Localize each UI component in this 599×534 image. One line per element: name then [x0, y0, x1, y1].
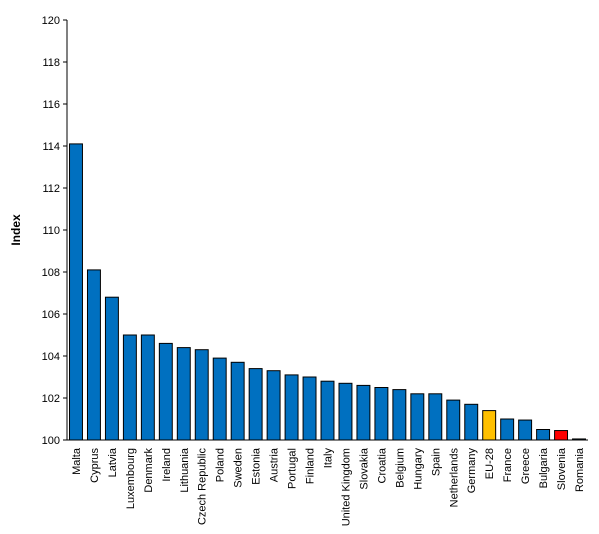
bar-netherlands	[446, 399, 461, 441]
bar-malta	[69, 143, 83, 441]
x-tick-label: Spain	[430, 448, 442, 476]
bar-estonia	[248, 368, 263, 441]
bar-france	[500, 418, 515, 441]
bar-finland	[302, 376, 317, 441]
x-tick-label: Romania	[574, 447, 586, 492]
bar-slovakia	[356, 384, 371, 441]
y-axis-title: Index	[9, 214, 23, 246]
y-tick-label: 114	[42, 141, 60, 153]
y-tick-label: 112	[42, 183, 60, 195]
bar-poland	[212, 357, 227, 441]
x-tick-label: Slovenia	[556, 447, 568, 490]
x-axis-labels: Malta Cyprus Latvia Luxembourg Denmark Irelan…	[71, 447, 586, 526]
y-tick-label: 100	[42, 435, 60, 447]
y-tick-label: 120	[42, 15, 60, 27]
x-tick-label: Poland	[215, 448, 227, 482]
x-tick-label: Lithuania	[179, 447, 191, 493]
x-tick-label: Estonia	[251, 447, 263, 485]
x-tick-label: France	[502, 448, 514, 482]
x-tick-label: United Kingdom	[340, 448, 352, 526]
bar-eu-28	[482, 410, 497, 441]
y-tick-label: 118	[42, 57, 60, 69]
x-tick-label: Malta	[71, 447, 83, 475]
bar-latvia	[104, 296, 119, 441]
bar-ireland	[158, 342, 173, 441]
x-tick-label: Netherlands	[448, 448, 460, 508]
x-tick-label: Croatia	[376, 447, 388, 483]
bar-croatia	[374, 387, 389, 441]
bar-lithuania	[176, 347, 191, 441]
x-tick-label: Belgium	[394, 448, 406, 488]
bar-bulgaria	[536, 429, 551, 441]
bar-germany	[464, 403, 479, 441]
bar-belgium	[392, 389, 407, 441]
x-tick-label: Sweden	[233, 448, 245, 488]
bars	[69, 143, 586, 441]
y-axis-ticks: 100 102 104 106 108 110 112 114 116 118 120	[42, 15, 67, 447]
y-tick-label: 110	[42, 225, 60, 237]
y-tick-label: 102	[42, 393, 60, 405]
bar-united-kingdom	[338, 382, 353, 441]
x-tick-label: Greece	[520, 448, 532, 484]
x-tick-label: Hungary	[412, 448, 424, 490]
x-tick-label: Germany	[466, 448, 478, 494]
x-tick-label: Denmark	[143, 448, 155, 493]
x-tick-label: Ireland	[161, 448, 173, 482]
x-tick-label: Cyprus	[89, 448, 101, 483]
x-tick-label: EU-28	[484, 448, 496, 479]
x-tick-label: Finland	[305, 448, 317, 484]
y-tick-label: 108	[42, 267, 60, 279]
bar-slovenia	[554, 430, 569, 441]
y-tick-label: 116	[42, 99, 60, 111]
y-tick-label: 106	[42, 309, 60, 321]
bar-denmark	[140, 334, 155, 441]
x-tick-label: Portugal	[287, 448, 299, 489]
x-tick-label: Austria	[269, 447, 281, 482]
bar-portugal	[284, 374, 299, 441]
bar-italy	[320, 380, 335, 441]
bar-hungary	[410, 393, 425, 441]
x-tick-label: Italy	[323, 448, 335, 469]
x-tick-label: Luxembourg	[125, 448, 137, 509]
x-tick-label: Bulgaria	[538, 447, 550, 488]
x-tick-label: Czech Republic	[197, 448, 209, 526]
x-tick-label: Slovakia	[358, 447, 370, 489]
y-tick-label: 104	[42, 351, 60, 363]
x-tick-label: Latvia	[107, 447, 119, 477]
bar-greece	[518, 419, 533, 441]
bar-luxembourg	[122, 334, 137, 441]
bar-cyprus	[86, 269, 101, 441]
bar-spain	[428, 393, 443, 441]
bar-czech-republic	[194, 349, 209, 441]
bar-sweden	[230, 361, 245, 441]
bar-austria	[266, 370, 281, 441]
